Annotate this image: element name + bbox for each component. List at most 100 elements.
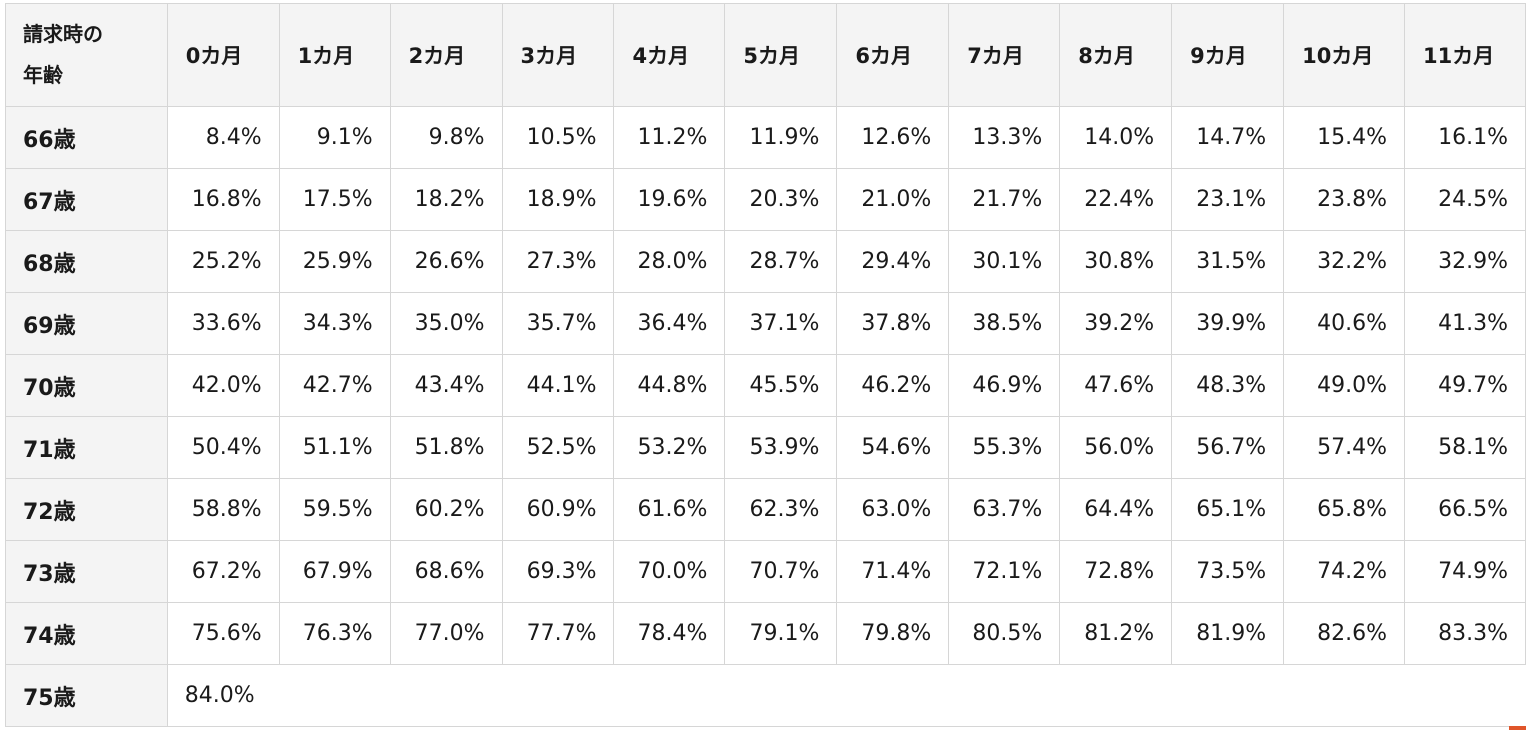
rate-cell: 21.7% bbox=[948, 168, 1061, 231]
rate-cell: 83.3% bbox=[1404, 602, 1526, 665]
rate-cell: 34.3% bbox=[278, 292, 391, 355]
rate-cell: 84.0% bbox=[166, 664, 280, 727]
rate-cell: 31.5% bbox=[1171, 230, 1285, 293]
rate-cell: 75.6% bbox=[166, 602, 280, 665]
rate-cell: 36.4% bbox=[613, 292, 726, 355]
rate-cell: 60.2% bbox=[389, 478, 503, 541]
rate-cell: 39.9% bbox=[1171, 292, 1285, 355]
rate-cell: 46.9% bbox=[948, 354, 1061, 417]
rate-cell: 43.4% bbox=[389, 354, 503, 417]
rate-cell: 56.7% bbox=[1171, 416, 1285, 479]
rate-cell: 63.7% bbox=[948, 478, 1061, 541]
age-cell: 66歳 bbox=[5, 106, 168, 169]
rate-cell: 41.3% bbox=[1404, 292, 1526, 355]
column-header: 9カ月 bbox=[1171, 3, 1285, 107]
rate-cell: 70.0% bbox=[613, 540, 726, 603]
rate-cell: 19.6% bbox=[613, 168, 726, 231]
rate-cell: 18.9% bbox=[501, 168, 615, 231]
rate-cell: 32.9% bbox=[1404, 230, 1526, 293]
rate-cell: 50.4% bbox=[166, 416, 280, 479]
rate-cell: 61.6% bbox=[613, 478, 726, 541]
rate-cell: 16.1% bbox=[1404, 106, 1526, 169]
column-header: 5カ月 bbox=[724, 3, 838, 107]
rate-cell: 51.8% bbox=[389, 416, 503, 479]
rate-cell: 78.4% bbox=[613, 602, 726, 665]
rate-cell: 67.2% bbox=[166, 540, 280, 603]
rate-cell: 81.9% bbox=[1171, 602, 1285, 665]
rate-cell: 10.5% bbox=[501, 106, 615, 169]
rate-cell: 11.9% bbox=[724, 106, 838, 169]
table-row: 70歳 42.0% 42.7% 43.4% 44.1% 44.8% 45.5% 46.2% 46… bbox=[5, 354, 1526, 417]
rate-cell: 72.1% bbox=[948, 540, 1061, 603]
rate-cell: 21.0% bbox=[836, 168, 950, 231]
rate-cell: 51.1% bbox=[278, 416, 391, 479]
rate-cell: 49.7% bbox=[1404, 354, 1526, 417]
age-cell: 75歳 bbox=[5, 664, 168, 727]
rate-cell: 46.2% bbox=[836, 354, 950, 417]
age-cell: 74歳 bbox=[5, 602, 168, 665]
rate-cell: 68.6% bbox=[389, 540, 503, 603]
age-cell: 73歳 bbox=[5, 540, 168, 603]
rate-cell: 24.5% bbox=[1404, 168, 1526, 231]
rate-cell: 45.5% bbox=[724, 354, 838, 417]
rate-cell: 28.0% bbox=[613, 230, 726, 293]
rate-cell: 12.6% bbox=[836, 106, 950, 169]
rate-cell: 72.8% bbox=[1059, 540, 1173, 603]
empty-cell bbox=[279, 664, 1526, 727]
table-row: 73歳 67.2% 67.9% 68.6% 69.3% 70.0% 70.7% 71.4% 72… bbox=[5, 540, 1526, 603]
rate-cell: 17.5% bbox=[278, 168, 391, 231]
increase-rate-table: 請求時の 年齢 0カ月 1カ月 2カ月 3カ月 4カ月 5カ月 6カ月 7カ月 8カ月 9カ月 10… bbox=[5, 3, 1526, 727]
rate-cell: 82.6% bbox=[1283, 602, 1406, 665]
rate-cell: 58.1% bbox=[1404, 416, 1526, 479]
rate-cell: 9.8% bbox=[389, 106, 503, 169]
rate-cell: 77.0% bbox=[389, 602, 503, 665]
rate-cell: 30.8% bbox=[1059, 230, 1173, 293]
rate-cell: 8.4% bbox=[166, 106, 280, 169]
rate-cell: 33.6% bbox=[166, 292, 280, 355]
column-header: 11カ月 bbox=[1404, 3, 1526, 107]
age-cell: 72歳 bbox=[5, 478, 168, 541]
rate-cell: 20.3% bbox=[724, 168, 838, 231]
age-cell: 71歳 bbox=[5, 416, 168, 479]
age-at-claim-header-line2: 年齢 bbox=[23, 63, 63, 87]
rate-cell: 62.3% bbox=[724, 478, 838, 541]
rate-cell: 25.9% bbox=[278, 230, 391, 293]
rate-cell: 40.6% bbox=[1283, 292, 1406, 355]
rate-cell: 59.5% bbox=[278, 478, 391, 541]
age-cell: 68歳 bbox=[5, 230, 168, 293]
rate-cell: 54.6% bbox=[836, 416, 950, 479]
rate-cell: 42.0% bbox=[166, 354, 280, 417]
rate-cell: 53.9% bbox=[724, 416, 838, 479]
rate-cell: 16.8% bbox=[166, 168, 280, 231]
rate-cell: 80.5% bbox=[948, 602, 1061, 665]
rate-cell: 58.8% bbox=[166, 478, 280, 541]
rate-cell: 79.1% bbox=[724, 602, 838, 665]
rate-cell: 69.3% bbox=[501, 540, 615, 603]
rate-cell: 44.8% bbox=[613, 354, 726, 417]
rate-cell: 9.1% bbox=[278, 106, 391, 169]
rate-cell: 48.3% bbox=[1171, 354, 1285, 417]
rate-cell: 18.2% bbox=[389, 168, 503, 231]
column-header: 8カ月 bbox=[1059, 3, 1173, 107]
rate-cell: 73.5% bbox=[1171, 540, 1285, 603]
rate-cell: 53.2% bbox=[613, 416, 726, 479]
rate-cell: 79.8% bbox=[836, 602, 950, 665]
rate-cell: 39.2% bbox=[1059, 292, 1173, 355]
table-row: 72歳 58.8% 59.5% 60.2% 60.9% 61.6% 62.3% 63.0% 63… bbox=[5, 478, 1526, 541]
rate-cell: 22.4% bbox=[1059, 168, 1173, 231]
header-row: 請求時の 年齢 0カ月 1カ月 2カ月 3カ月 4カ月 5カ月 6カ月 7カ月 8カ月 9カ月 10… bbox=[5, 3, 1526, 107]
age-cell: 70歳 bbox=[5, 354, 168, 417]
rate-cell: 66.5% bbox=[1404, 478, 1526, 541]
rate-cell: 49.0% bbox=[1283, 354, 1406, 417]
rate-cell: 23.8% bbox=[1283, 168, 1406, 231]
rate-cell: 81.2% bbox=[1059, 602, 1173, 665]
rate-cell: 29.4% bbox=[836, 230, 950, 293]
scroll-to-top-marker[interactable] bbox=[1509, 726, 1526, 730]
table-row: 68歳 25.2% 25.9% 26.6% 27.3% 28.0% 28.7% 29.4% 30… bbox=[5, 230, 1526, 293]
rate-cell: 15.4% bbox=[1283, 106, 1406, 169]
rate-cell: 74.2% bbox=[1283, 540, 1406, 603]
rate-cell: 14.0% bbox=[1059, 106, 1173, 169]
rate-cell: 74.9% bbox=[1404, 540, 1526, 603]
table-row: 67歳 16.8% 17.5% 18.2% 18.9% 19.6% 20.3% 21.0% 21… bbox=[5, 168, 1526, 231]
column-header: 2カ月 bbox=[389, 3, 503, 107]
